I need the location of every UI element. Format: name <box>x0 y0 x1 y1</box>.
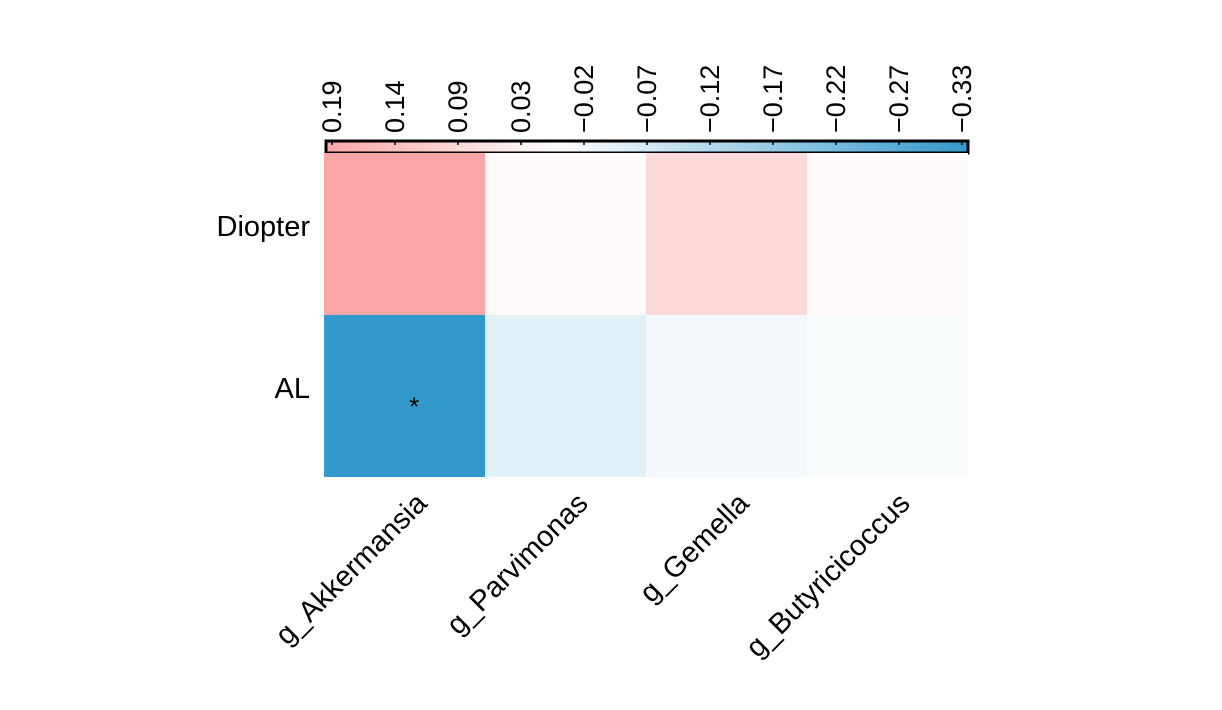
row-labels: Diopter AL <box>217 211 311 405</box>
colorbar: 0.19 0.14 0.09 0.03 −0.02 −0.07 −0.12 −0.17 −0.2… <box>317 65 977 155</box>
heatmap-cell <box>324 153 485 315</box>
heatmap-cell <box>646 153 807 315</box>
colorbar-tick-label: −0.17 <box>758 65 788 133</box>
colorbar-tick-label: 0.19 <box>317 80 347 133</box>
column-label: g_Akkermansia <box>269 487 434 652</box>
colorbar-tick-label: −0.02 <box>569 65 599 133</box>
colorbar-tick-label: 0.03 <box>506 80 536 133</box>
heatmap-cell <box>807 153 968 315</box>
heatmap-cell <box>485 315 646 477</box>
row-label: AL <box>275 373 310 405</box>
column-label: g_Butyricicoccus <box>740 487 916 663</box>
heatmap-cell <box>646 315 807 477</box>
column-label: g_Parvimonas <box>441 487 595 641</box>
colorbar-tick-label: −0.12 <box>695 65 725 133</box>
heatmap-cell <box>324 315 485 477</box>
colorbar-tick-label: −0.07 <box>632 65 662 133</box>
column-labels: g_Akkermansia g_Parvimonas g_Gemellag_Buty… <box>269 487 916 664</box>
heatmap-cell <box>807 315 968 477</box>
colorbar-tick-label: −0.27 <box>884 65 914 133</box>
significance-marker: * <box>409 391 419 421</box>
column-label: g_Gemella <box>634 487 756 609</box>
heatmap-cells: * <box>324 153 968 477</box>
colorbar-tick-label: −0.33 <box>947 65 977 133</box>
colorbar-tick-label: −0.22 <box>821 65 851 133</box>
colorbar-tick-label: 0.14 <box>380 80 410 133</box>
colorbar-tick-label: 0.09 <box>443 80 473 133</box>
heatmap-cell <box>485 153 646 315</box>
row-label: Diopter <box>217 211 311 243</box>
